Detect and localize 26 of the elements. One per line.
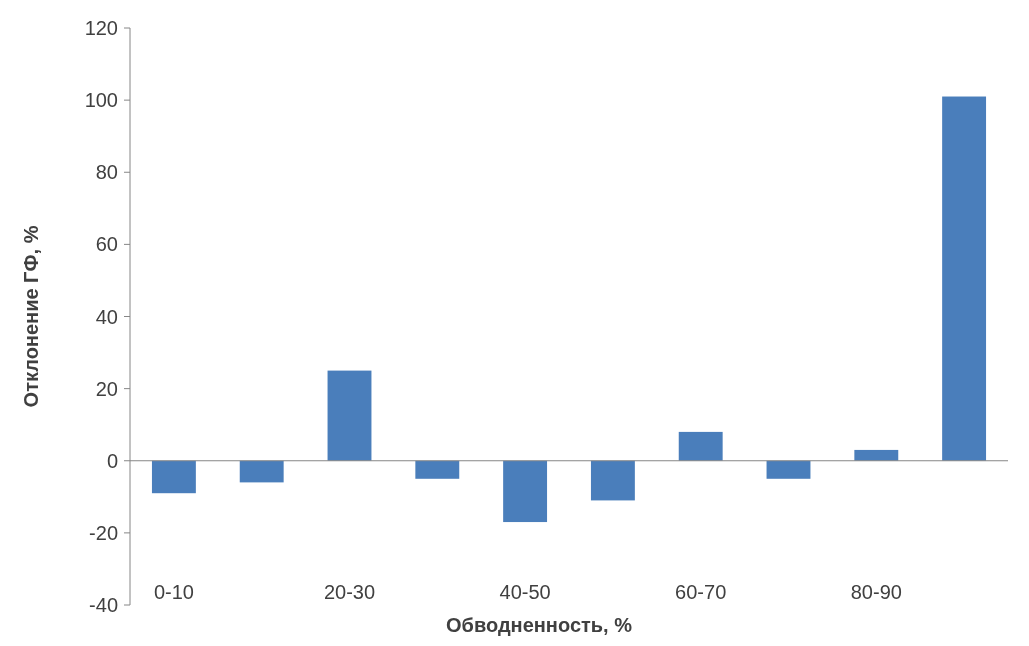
y-tick-label: 0 — [106, 449, 118, 472]
y-axis-title: Отклонение ГФ, % — [20, 225, 42, 408]
y-tick-label: 40 — [95, 305, 118, 328]
bar — [590, 460, 635, 501]
y-tick-label: 120 — [84, 17, 118, 39]
x-tick-label: 0-10 — [153, 581, 194, 603]
bar — [327, 370, 372, 461]
bar — [151, 460, 196, 494]
x-tick-label: 60-70 — [675, 581, 727, 603]
y-tick-label: 80 — [95, 161, 118, 184]
y-tick-label: 20 — [95, 377, 118, 400]
y-tick-label: 60 — [95, 233, 118, 256]
x-axis-title: Обводненность, % — [445, 614, 633, 636]
bar — [854, 449, 899, 461]
x-tick-label: 40-50 — [499, 581, 551, 603]
bar — [942, 96, 987, 461]
x-tick-label: 20-30 — [323, 581, 376, 603]
x-tick-label: 80-90 — [850, 581, 902, 603]
y-tick-label: -40 — [89, 594, 118, 616]
bar — [766, 460, 811, 479]
bar — [678, 431, 723, 461]
y-tick-label: 100 — [84, 89, 118, 112]
bar — [415, 460, 460, 479]
bar — [503, 460, 548, 523]
bar — [239, 460, 284, 483]
y-tick-label: -20 — [89, 521, 118, 544]
